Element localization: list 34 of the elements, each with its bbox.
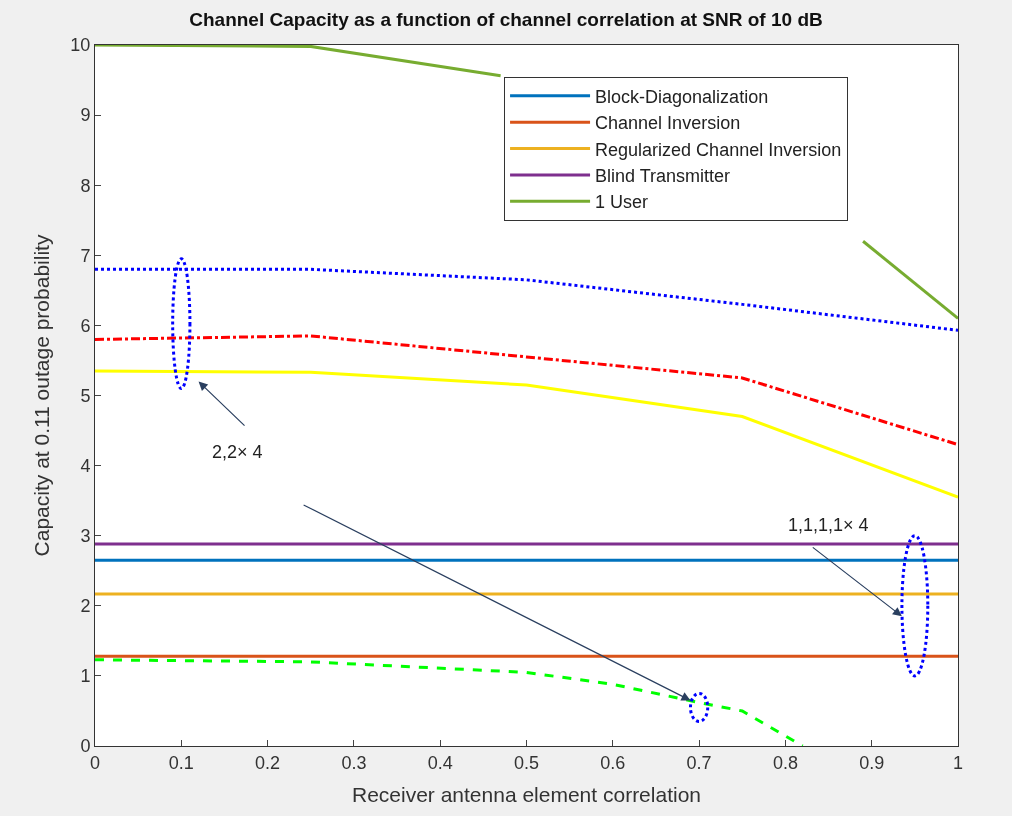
x-tick-label: 0.6 (600, 752, 626, 773)
y-tick-label: 0 (80, 736, 91, 757)
x-tick-label: 0.7 (686, 752, 712, 773)
line-series (95, 658, 805, 746)
line-series (95, 369, 958, 499)
legend-label: Regularized Channel Inversion (595, 139, 842, 160)
x-tick-label: 0.4 (427, 752, 453, 773)
x-tick-label: 0.9 (859, 752, 885, 773)
y-tick-label: 6 (80, 315, 91, 336)
x-tick-label: 0.5 (513, 752, 540, 773)
legend-label: Block-Diagonalization (595, 86, 769, 107)
line-series (95, 334, 958, 447)
x-tick-label: 0.8 (772, 752, 798, 773)
y-tick-label: 2 (80, 596, 91, 617)
x-tick-label: 1 (952, 752, 964, 773)
x-tick-label: 0.3 (341, 752, 367, 773)
x-tick-label: 0.2 (255, 752, 281, 773)
y-axis-title: Capacity at 0.11 outage probability (29, 234, 53, 557)
y-tick-label: 5 (80, 385, 91, 406)
legend-label: Blind Transmitter (595, 165, 731, 186)
y-tick-label: 4 (80, 455, 91, 476)
annotation: 2,2× 4 (212, 442, 263, 462)
y-tick-label: 1 (80, 666, 91, 687)
legend-label: Channel Inversion (595, 113, 741, 134)
y-tick-label: 3 (80, 526, 91, 546)
y-tick-label: 8 (80, 175, 91, 196)
x-axis-title: Receiver antenna element correlation (351, 782, 702, 806)
y-tick-label: 7 (80, 245, 91, 266)
x-tick-label: 0.1 (168, 752, 194, 773)
y-tick-label: 9 (80, 105, 91, 126)
y-tick-label: 10 (70, 35, 91, 56)
chart-title: Channel Capacity as a function of channel correlation at SNR of 10 dB (189, 8, 823, 30)
legend-label: 1 User (595, 192, 649, 213)
annotation: 1,1,1,1× 4 (788, 515, 869, 535)
